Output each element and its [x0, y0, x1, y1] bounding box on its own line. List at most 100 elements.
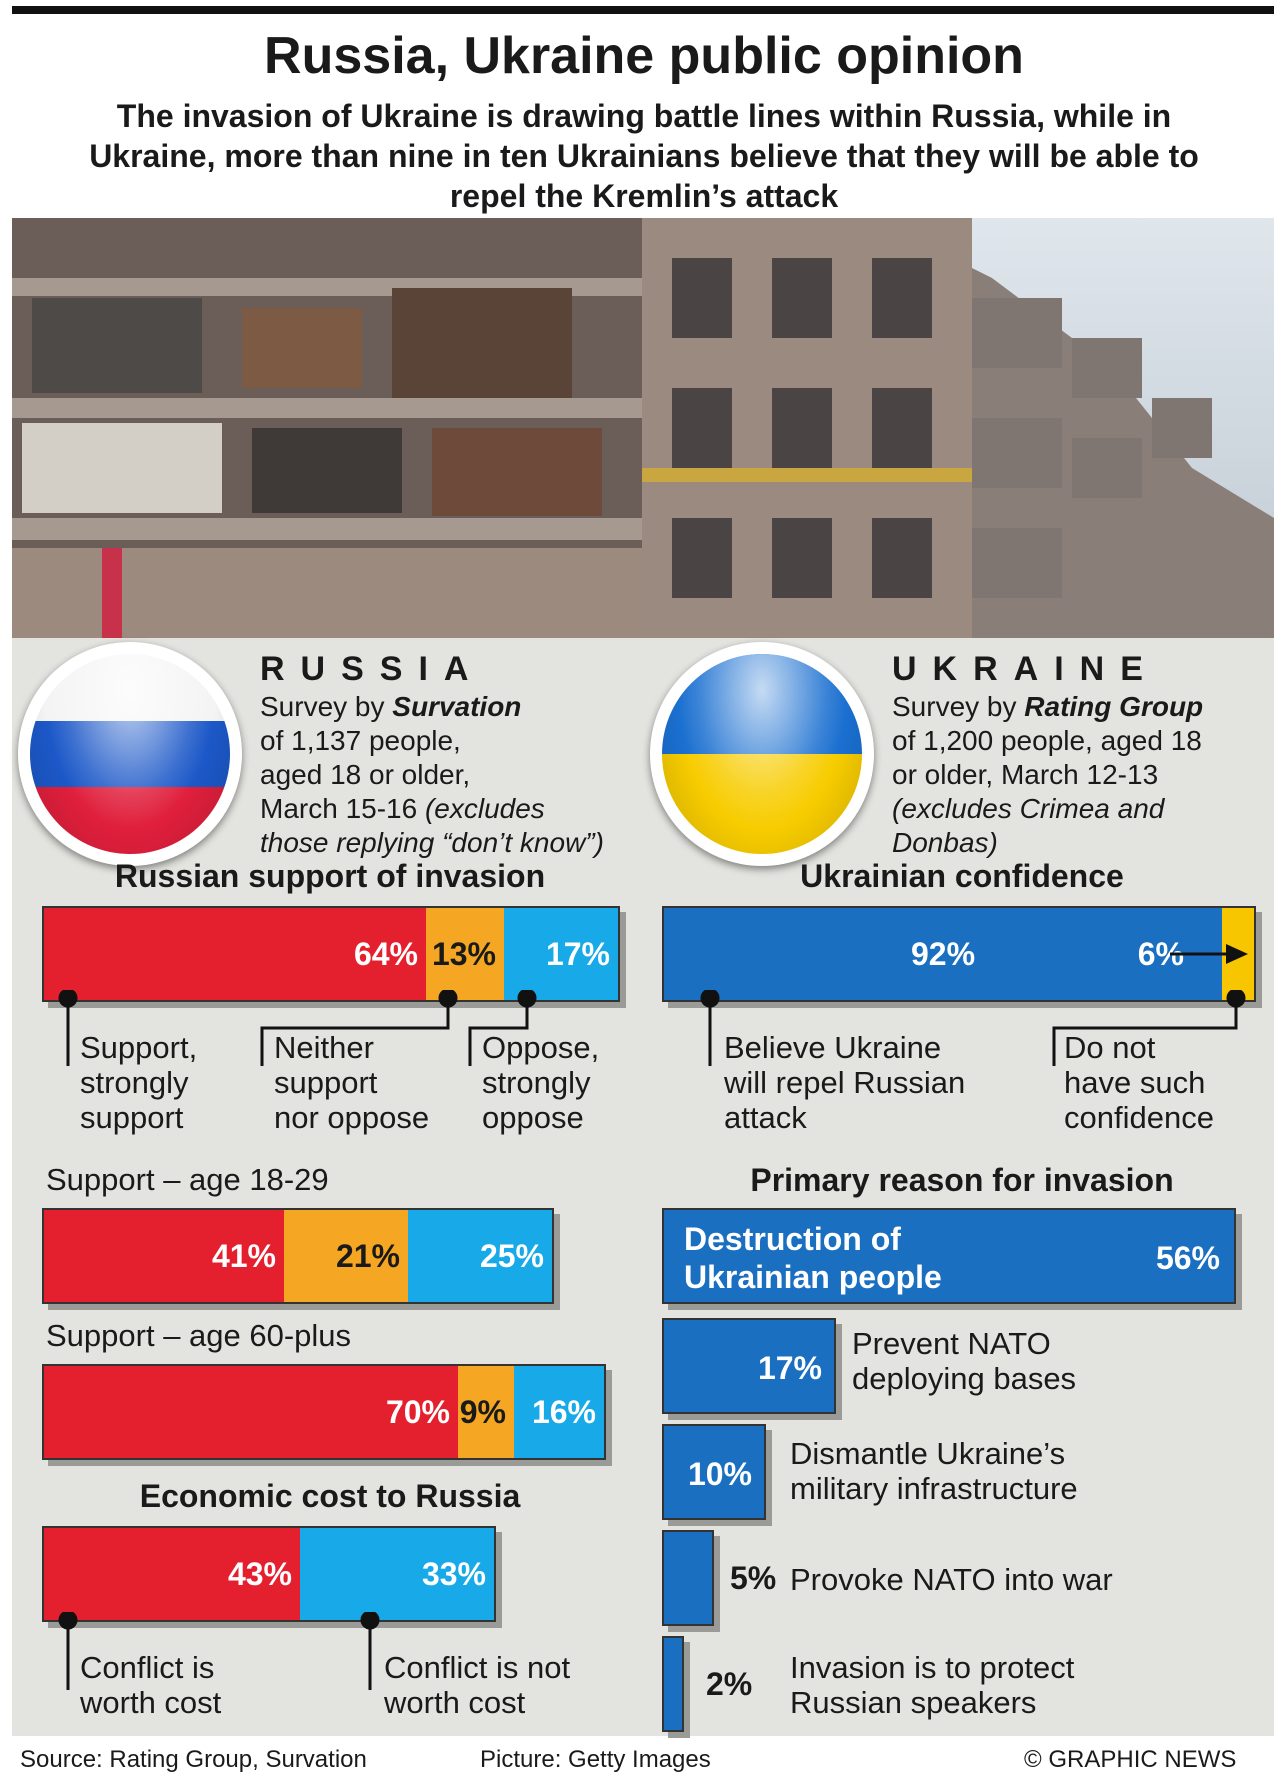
label-line: oppose [482, 1100, 584, 1135]
label-line: will repel Russian [724, 1065, 966, 1100]
economic-cost-bar: 43% 33% [42, 1526, 496, 1622]
label-neither: Neither support nor oppose [274, 1030, 429, 1135]
bar-segment-support: 64% [44, 908, 426, 1000]
label-oppose: Oppose, strongly oppose [482, 1030, 599, 1135]
label-line: worth cost [384, 1685, 526, 1720]
russian-support-title: Russian support of invasion [114, 858, 546, 894]
label-line: Conflict is not [384, 1650, 571, 1685]
russian-support-bar: 64% 13% 17% [42, 906, 620, 1002]
russia-survey-note: those replying “don’t know”) [260, 827, 604, 858]
label-line: Ukrainian people [684, 1259, 942, 1295]
label-line: have such [1064, 1065, 1206, 1100]
economic-cost-title: Economic cost to Russia [139, 1478, 521, 1514]
bar-segment-worth: 43% [44, 1528, 300, 1620]
label-line: strongly [80, 1065, 189, 1100]
label-line: Prevent NATO [852, 1326, 1051, 1361]
russian-support-leaders [58, 990, 537, 1066]
reason-value: 2% [706, 1666, 753, 1702]
reason-value: 56% [1155, 1240, 1220, 1276]
ukrainian-confidence-bar: 92% 6% [662, 906, 1256, 1002]
age-18-29-title: Support – age 18-29 [46, 1162, 329, 1197]
label-worth-cost: Conflict is worth cost [80, 1650, 221, 1720]
reason-bar-destruction: Destruction of Ukrainian people 56% [662, 1208, 1236, 1304]
page-title: Russia, Ukraine public opinion [264, 27, 1024, 85]
russia-survey-date: March 15-16 [260, 793, 425, 824]
label-line: Do not [1064, 1030, 1156, 1065]
russia-survey-line: aged 18 or older, [260, 759, 471, 790]
label-line: confidence [1064, 1100, 1214, 1135]
ukrainian-confidence-title: Ukrainian confidence [800, 858, 1124, 894]
label-no-confidence: Do not have such confidence [1064, 1030, 1214, 1135]
economic-cost-leaders [58, 1612, 380, 1690]
reason-bar-provoke-nato [662, 1530, 714, 1626]
russia-survey-info: Survey by Survation of 1,137 people, age… [260, 690, 660, 860]
age-60-plus-bar: 70% 9% 16% [42, 1364, 606, 1460]
age-60-plus-title: Support – age 60-plus [46, 1318, 352, 1353]
reason-label-military: Dismantle Ukraine’s military infrastruct… [790, 1436, 1078, 1506]
reason-label-provoke-nato: Provoke NATO into war [790, 1562, 1113, 1597]
label-line: Support, [80, 1030, 198, 1065]
label-line: Neither [274, 1030, 374, 1065]
reason-value: 17% [757, 1350, 822, 1386]
label-line: Believe Ukraine [724, 1030, 942, 1065]
bar-segment-believe: 92% 6% [664, 908, 1222, 1000]
label-line: Conflict is [80, 1650, 215, 1685]
reason-label-destruction: Destruction of Ukrainian people [684, 1220, 942, 1296]
bar-segment-neither: 21% [284, 1210, 408, 1302]
label-line: military infrastructure [790, 1471, 1078, 1506]
arrow-right-icon [1170, 944, 1248, 964]
reason-bar-nato-bases: 17% [662, 1318, 836, 1414]
bar-segment-support: 70% [44, 1366, 458, 1458]
label-support: Support, strongly support [80, 1030, 197, 1135]
reason-bar-military: 10% [662, 1424, 766, 1520]
bar-segment-neither: 13% [426, 908, 504, 1000]
ukraine-flag-icon [650, 642, 874, 866]
label-line: Oppose, [482, 1030, 600, 1065]
publisher-credit: © GRAPHIC NEWS [1024, 1746, 1237, 1773]
label-line: Dismantle Ukraine’s [790, 1436, 1066, 1471]
ukrainian-confidence-leaders [700, 990, 1246, 1066]
reason-label-russian-speakers: Invasion is to protect Russian speakers [790, 1650, 1074, 1720]
damaged-building-photo [12, 218, 1274, 638]
label-line: Invasion is to protect [790, 1650, 1075, 1685]
russia-survey-line: of 1,137 people, [260, 725, 461, 756]
bar-segment-oppose: 25% [408, 1210, 552, 1302]
reason-value: 5% [730, 1560, 777, 1596]
label-line: nor oppose [274, 1100, 430, 1135]
page-subtitle: The invasion of Ukraine is drawing battl… [89, 98, 1199, 214]
label-believe: Believe Ukraine will repel Russian attac… [724, 1030, 965, 1135]
ukraine-survey-line: or older, March 12-13 [892, 759, 1159, 790]
russia-survey-note: (excludes [424, 793, 545, 824]
bar-value: 92% [910, 935, 976, 972]
russia-survey-prefix: Survey by [260, 691, 393, 722]
bar-segment-not-worth: 33% [300, 1528, 494, 1620]
bar-segment-neither: 9% [458, 1366, 514, 1458]
russia-flag-icon [18, 642, 242, 866]
ukraine-survey-note: (excludes Crimea and [892, 793, 1165, 824]
reason-label-nato-bases: Prevent NATO deploying bases [852, 1326, 1076, 1396]
top-rule [12, 6, 1274, 14]
ukraine-survey-info: Survey by Rating Group of 1,200 people, … [892, 690, 1272, 860]
ukraine-survey-org: Rating Group [1024, 691, 1204, 722]
russia-heading: RUSSIA [260, 650, 485, 688]
bar-segment-oppose: 16% [514, 1366, 604, 1458]
label-line: deploying bases [852, 1361, 1077, 1396]
russia-survey-org: Survation [392, 691, 522, 722]
bar-segment-support: 41% [44, 1210, 284, 1302]
ukraine-heading: UKRAINE [892, 650, 1159, 688]
label-line: worth cost [80, 1685, 222, 1720]
ukraine-survey-note: Donbas) [892, 827, 998, 858]
label-line: Destruction of [684, 1221, 901, 1257]
reason-bar-russian-speakers [662, 1636, 684, 1732]
label-line: support [80, 1100, 184, 1135]
source-credit: Source: Rating Group, Survation [20, 1746, 367, 1773]
picture-credit: Picture: Getty Images [480, 1746, 711, 1773]
label-not-worth-cost: Conflict is not worth cost [384, 1650, 570, 1720]
label-line: strongly [482, 1065, 591, 1100]
primary-reason-title: Primary reason for invasion [750, 1162, 1174, 1198]
age-18-29-bar: 41% 21% 25% [42, 1208, 554, 1304]
reason-value: 10% [687, 1456, 752, 1492]
label-line: support [274, 1065, 378, 1100]
label-line: attack [724, 1100, 807, 1135]
ukraine-survey-line: of 1,200 people, aged 18 [892, 725, 1202, 756]
